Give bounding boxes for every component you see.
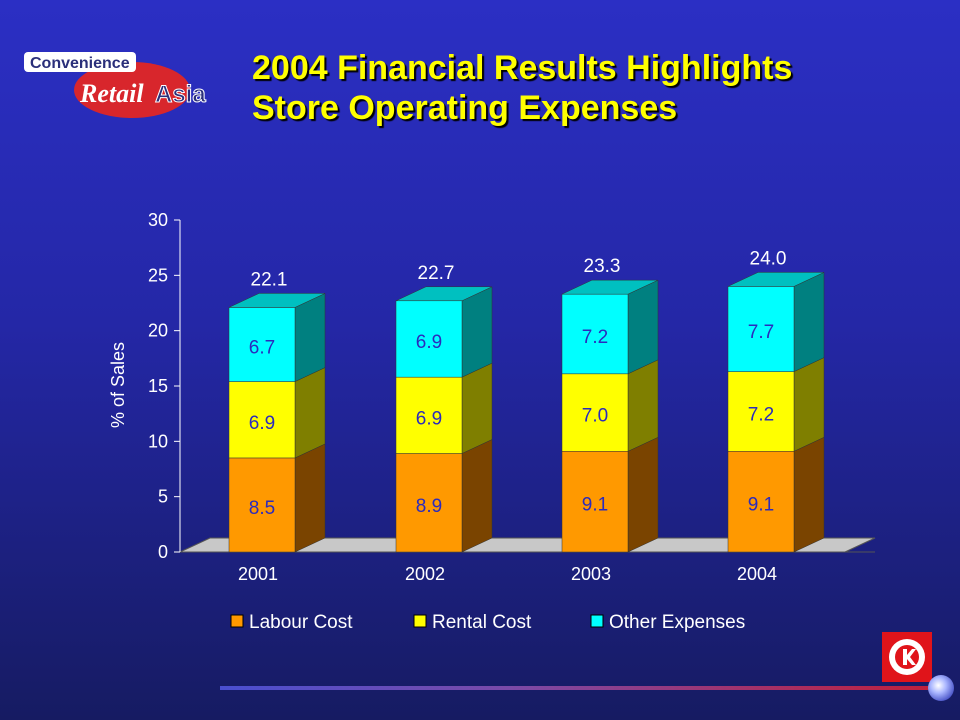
footer-divider bbox=[220, 686, 938, 690]
y-tick-label: 25 bbox=[148, 265, 168, 285]
bar-segment-side bbox=[461, 362, 493, 454]
bar-data-label: 9.1 bbox=[748, 495, 774, 516]
bar-top-face bbox=[395, 286, 493, 302]
bar-data-label: 6.9 bbox=[416, 332, 442, 353]
footer-orb-icon bbox=[928, 675, 954, 701]
bar-segment bbox=[727, 371, 795, 452]
bar-segment-side bbox=[461, 439, 493, 553]
bar-segment-side bbox=[294, 367, 326, 459]
bar-data-label: 6.9 bbox=[249, 413, 275, 434]
y-tick-label: 5 bbox=[158, 487, 168, 507]
logo-ellipse bbox=[74, 62, 190, 118]
y-tick-label: 30 bbox=[148, 210, 168, 230]
bar-segment-side bbox=[294, 293, 326, 382]
logo-word-top: Convenience bbox=[30, 55, 130, 72]
bar-segment bbox=[395, 453, 463, 553]
legend-label: Rental Cost bbox=[432, 612, 532, 633]
x-tick-label: 2001 bbox=[238, 564, 278, 584]
bar-segment-side bbox=[294, 443, 326, 553]
ck-letter-k bbox=[903, 649, 916, 665]
bar-data-label: 6.9 bbox=[416, 408, 442, 429]
legend-swatch bbox=[590, 614, 604, 628]
convenience-retail-asia-logo: Convenience Retail Asia bbox=[24, 52, 207, 118]
bar-segment-side bbox=[627, 279, 659, 375]
legend-swatch bbox=[230, 614, 244, 628]
y-tick-label: 15 bbox=[148, 376, 168, 396]
title-line-1: 2004 Financial Results Highlights bbox=[252, 49, 793, 87]
bar-segment bbox=[395, 376, 463, 454]
bar-data-label: 9.1 bbox=[582, 495, 608, 516]
page-title: 2004 Financial Results Highlights Store … bbox=[252, 48, 792, 128]
x-tick-label: 2004 bbox=[737, 564, 777, 584]
bar-top-face bbox=[228, 293, 326, 308]
logo-word-side: Asia bbox=[155, 81, 206, 108]
bar-data-label: 7.0 bbox=[582, 406, 608, 427]
bar-segment bbox=[727, 286, 795, 372]
bar-segment bbox=[561, 451, 629, 553]
bar-total-label: 23.3 bbox=[584, 256, 621, 277]
legend-label: Other Expenses bbox=[609, 612, 745, 633]
bar-total-label: 24.0 bbox=[750, 248, 787, 269]
bar-data-label: 7.2 bbox=[748, 404, 774, 425]
title-line-2: Store Operating Expenses bbox=[252, 89, 678, 127]
y-tick-label: 0 bbox=[158, 542, 168, 562]
x-tick-label: 2002 bbox=[405, 564, 445, 584]
bar-data-label: 8.5 bbox=[249, 498, 275, 519]
bar-segment-side bbox=[627, 436, 659, 553]
bar-segment-side bbox=[793, 436, 825, 553]
bar-total-label: 22.7 bbox=[418, 263, 455, 284]
bar-segment-side bbox=[793, 357, 825, 452]
circle-k-logo bbox=[882, 632, 932, 682]
y-tick-label: 10 bbox=[148, 431, 168, 451]
bar-segment bbox=[727, 451, 795, 553]
x-tick-label: 2003 bbox=[571, 564, 611, 584]
legend-label: Labour Cost bbox=[249, 612, 353, 633]
logo-word-main: Retail bbox=[79, 79, 144, 108]
bar-segment bbox=[395, 300, 463, 378]
bar-segment bbox=[228, 457, 296, 553]
bar-total-label: 22.1 bbox=[251, 269, 288, 290]
bar-data-label: 6.7 bbox=[249, 338, 275, 359]
bar-top-face bbox=[561, 279, 659, 295]
legend-swatch bbox=[413, 614, 427, 628]
bar-segment bbox=[228, 307, 296, 382]
bar-top-face bbox=[727, 272, 825, 287]
bar-segment-side bbox=[627, 359, 659, 452]
bar-data-label: 7.2 bbox=[582, 327, 608, 348]
bar-data-label: 7.7 bbox=[748, 322, 774, 343]
logo-banner bbox=[24, 52, 136, 72]
y-tick-label: 20 bbox=[148, 321, 168, 341]
y-axis-label: % of Sales bbox=[108, 342, 128, 428]
bar-data-label: 8.9 bbox=[416, 496, 442, 517]
bar-segment-side bbox=[793, 272, 825, 373]
bar-segment-side bbox=[461, 286, 493, 378]
